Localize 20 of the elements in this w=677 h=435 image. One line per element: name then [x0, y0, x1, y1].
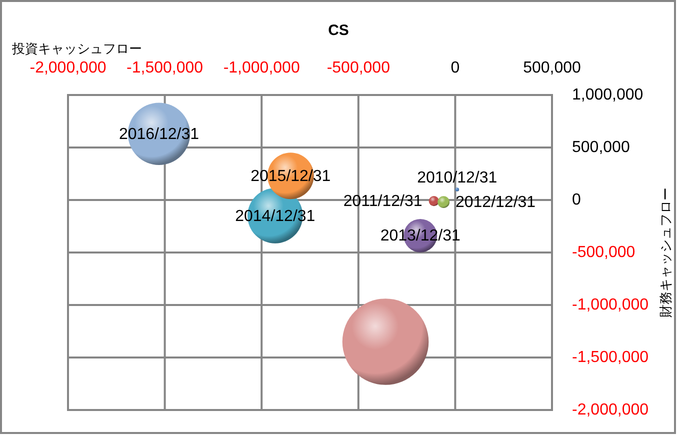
x-tick-label: 500,000	[523, 60, 582, 76]
y-axis-title: 財務キャッシュフロー	[658, 188, 672, 318]
data-label: 2012/12/31	[455, 194, 536, 211]
y-tick-label: 500,000	[572, 139, 630, 156]
x-tick-label: -1,000,000	[223, 60, 300, 76]
data-label: 2011/12/31	[343, 192, 422, 210]
x-tick-label: -2,000,000	[30, 60, 106, 76]
y-tick-label: -1,500,000	[572, 349, 649, 366]
y-tick-label: -1,000,000	[572, 296, 649, 314]
data-label: 2016/12/31	[118, 125, 200, 142]
y-tick-label: -2,000,000	[572, 402, 649, 418]
y-tick-label: 1,000,000	[572, 86, 644, 104]
x-tick-label: -500,000	[326, 60, 390, 76]
x-tick-label: 0	[450, 60, 460, 76]
x-axis-title: 投資キャッシュフロー	[11, 40, 142, 56]
y-tick-label: 0	[572, 192, 581, 208]
y-tick-label: -500,000	[572, 244, 636, 261]
chart-title: CS	[328, 22, 349, 38]
data-label: 2010/12/31	[417, 169, 498, 186]
x-tick-label: -1,500,000	[126, 60, 204, 76]
